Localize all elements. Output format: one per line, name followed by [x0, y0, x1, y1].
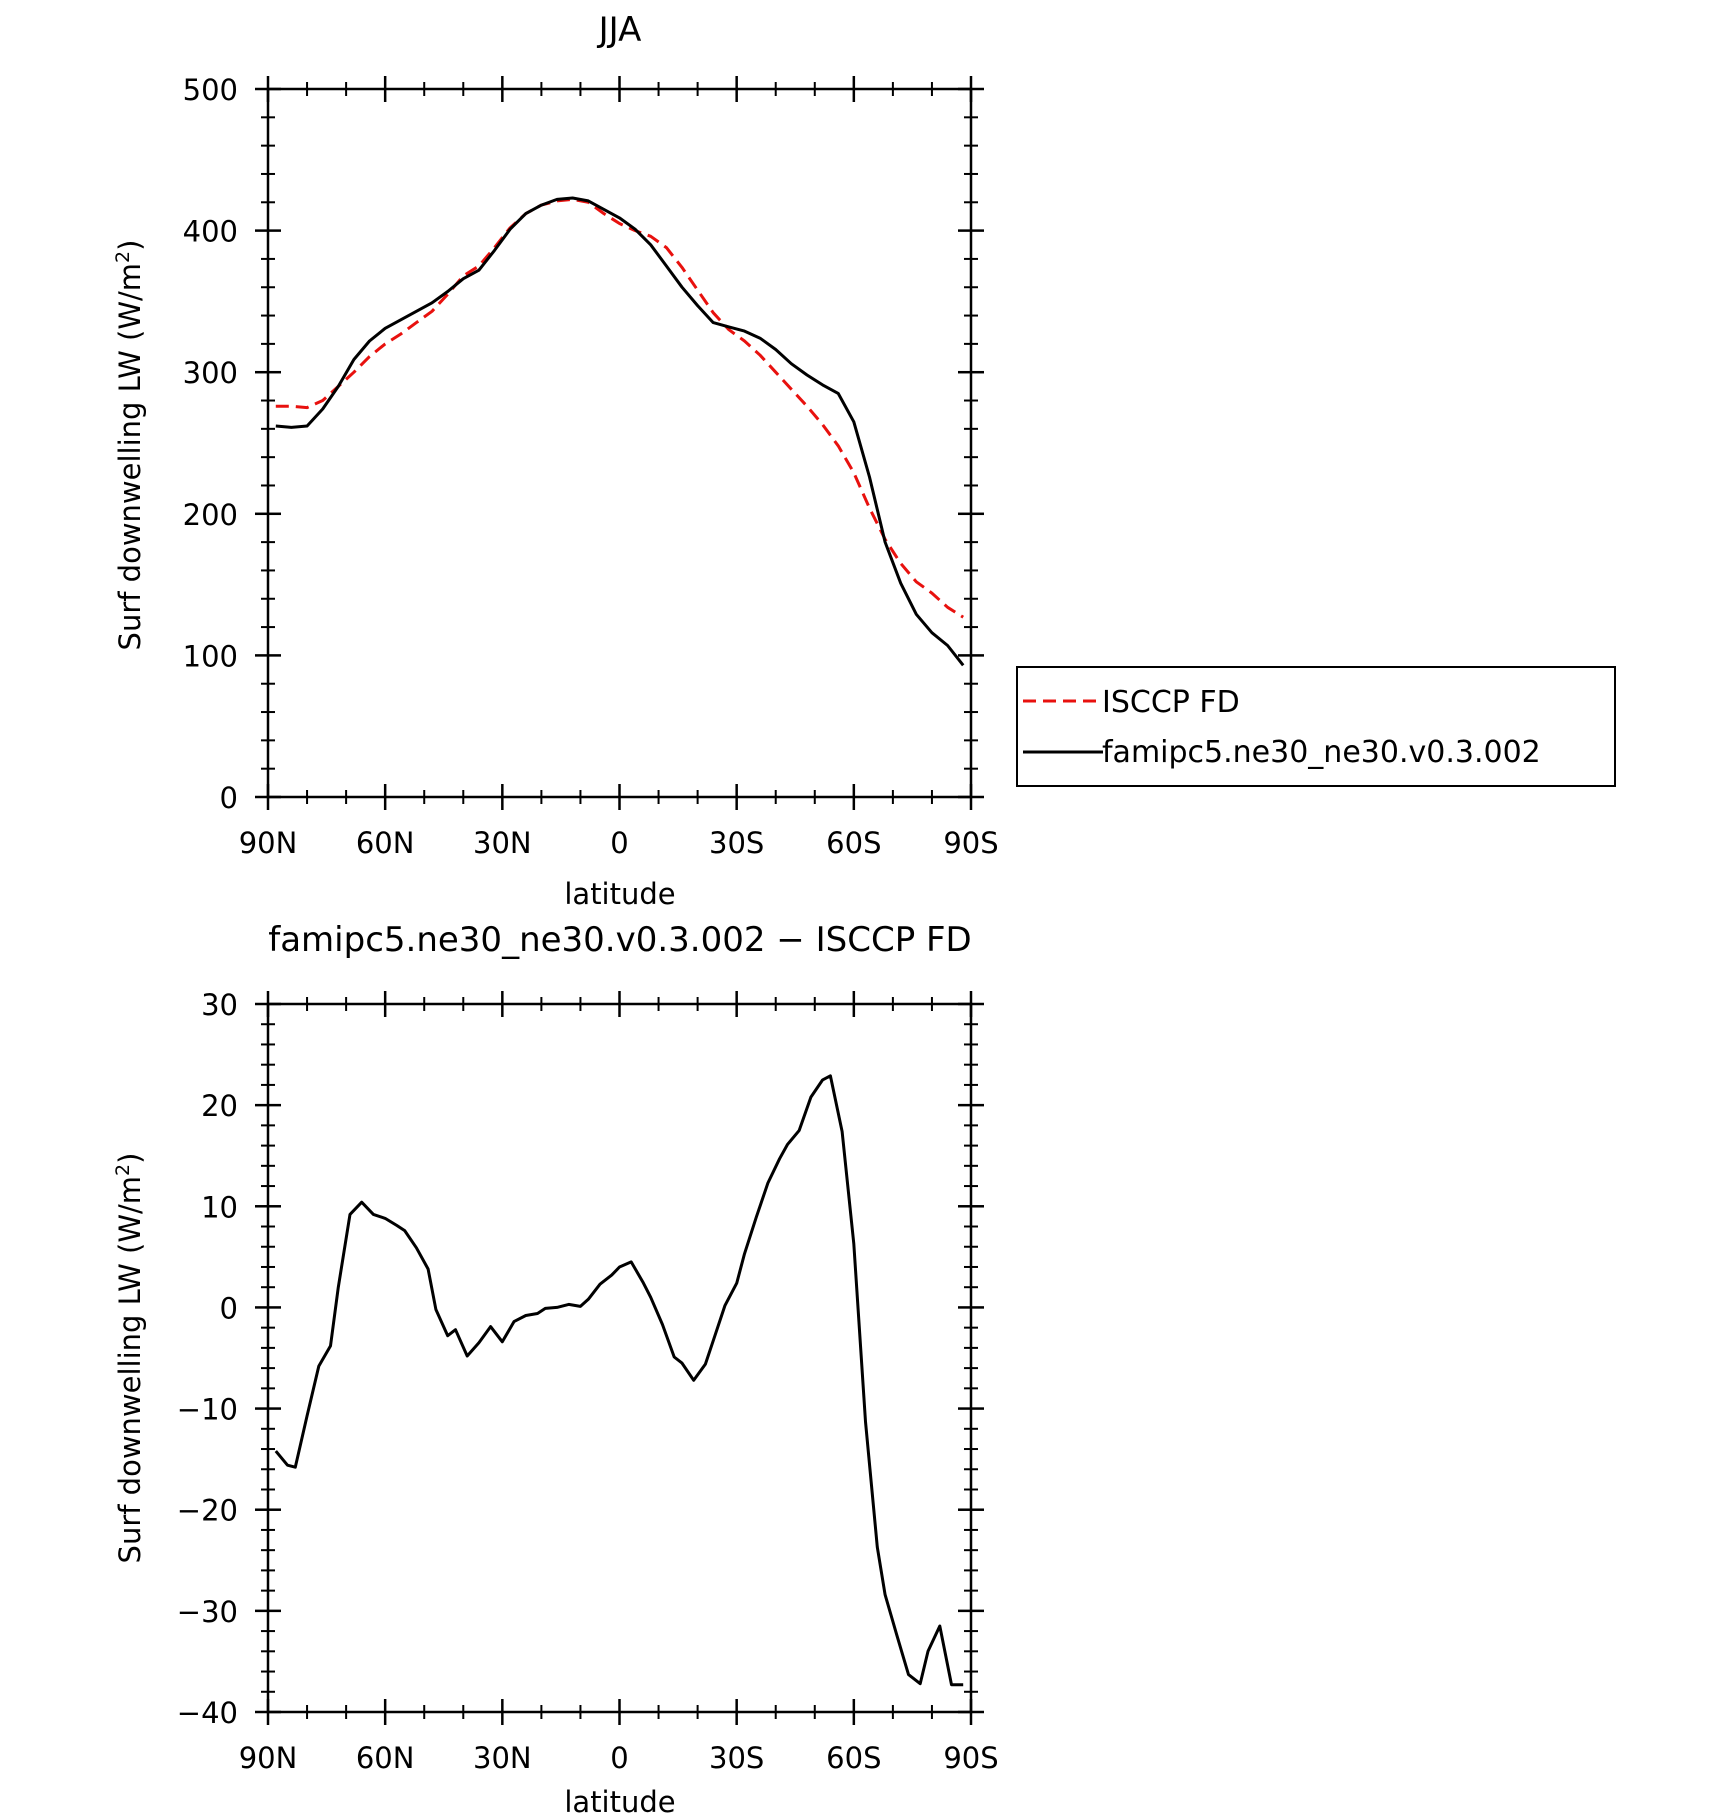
- legend-label-isccp: ISCCP FD: [1102, 685, 1240, 720]
- y-tick-label-1-0: −40: [177, 1696, 238, 1730]
- x-tick-label-1-5: 60S: [826, 1741, 881, 1775]
- x-tick-label-1-3: 0: [610, 1741, 628, 1775]
- bottom-series-lines: [274, 1074, 964, 1687]
- top-chart-title: JJA: [597, 10, 642, 50]
- bottom-y-axis-label: Surf downwelling LW (W/m2): [112, 1153, 147, 1564]
- legend-box: [1016, 666, 1616, 787]
- x-tick-label-1-4: 30S: [709, 1741, 764, 1775]
- top-y-axis-label: Surf downwelling LW (W/m2): [112, 240, 147, 651]
- x-tick-label-1-0: 90N: [239, 1741, 298, 1775]
- x-tick-label-0-3: 0: [610, 826, 628, 860]
- legend-label-model: famipc5.ne30_ne30.v0.3.002: [1102, 735, 1541, 770]
- x-tick-label-1-1: 60N: [356, 1741, 415, 1775]
- x-tick-label-1-2: 30N: [473, 1741, 532, 1775]
- y-tick-label-1-6: 20: [201, 1089, 238, 1123]
- y-tick-label-1-3: −10: [177, 1393, 238, 1427]
- y-tick-label-0-1: 100: [183, 639, 238, 673]
- x-tick-label-0-0: 90N: [239, 826, 298, 860]
- y-tick-label-0-4: 400: [183, 215, 238, 249]
- y-tick-label-1-1: −30: [177, 1595, 238, 1629]
- y-tick-label-0-2: 200: [183, 498, 238, 532]
- y-tick-label-0-3: 300: [183, 356, 238, 390]
- y-tick-label-1-7: 30: [201, 988, 238, 1022]
- x-tick-label-0-6: 90S: [943, 826, 998, 860]
- top-plot-frame: [266, 87, 973, 799]
- top-ticks: 90N 60N 30N 0 30S 60S 90S 0 100 200 300 400 500: [183, 73, 999, 860]
- x-tick-label-0-5: 60S: [826, 826, 881, 860]
- top-x-axis-label: latitude: [564, 877, 675, 911]
- x-tick-label-0-2: 30N: [473, 826, 532, 860]
- x-tick-label-1-6: 90S: [943, 1741, 998, 1775]
- y-tick-label-1-2: −20: [177, 1494, 238, 1528]
- top-line-chart: JJA Surf downwelling LW (W/m2) latitude …: [112, 10, 1616, 911]
- y-tick-label-1-5: 10: [201, 1190, 238, 1224]
- top-legend: ISCCP FD famipc5.ne30_ne30.v0.3.002: [1016, 666, 1616, 787]
- x-tick-label-0-1: 60N: [356, 826, 415, 860]
- y-tick-label-0-5: 500: [183, 73, 238, 107]
- series-line-0-0: [275, 197, 965, 619]
- x-tick-label-0-4: 30S: [709, 826, 764, 860]
- bottom-x-axis-label: latitude: [564, 1785, 675, 1816]
- y-tick-label-0-0: 0: [220, 781, 238, 815]
- bottom-chart-title: famipc5.ne30_ne30.v0.3.002 − ISCCP FD: [268, 920, 972, 960]
- bottom-line-chart: famipc5.ne30_ne30.v0.3.002 − ISCCP FD Su…: [112, 920, 999, 1816]
- top-series-lines: [275, 196, 965, 667]
- y-tick-label-1-4: 0: [220, 1291, 238, 1325]
- series-line-1-0: [274, 1074, 964, 1687]
- bottom-plot-frame: [266, 1002, 973, 1714]
- series-line-0-1: [275, 196, 965, 667]
